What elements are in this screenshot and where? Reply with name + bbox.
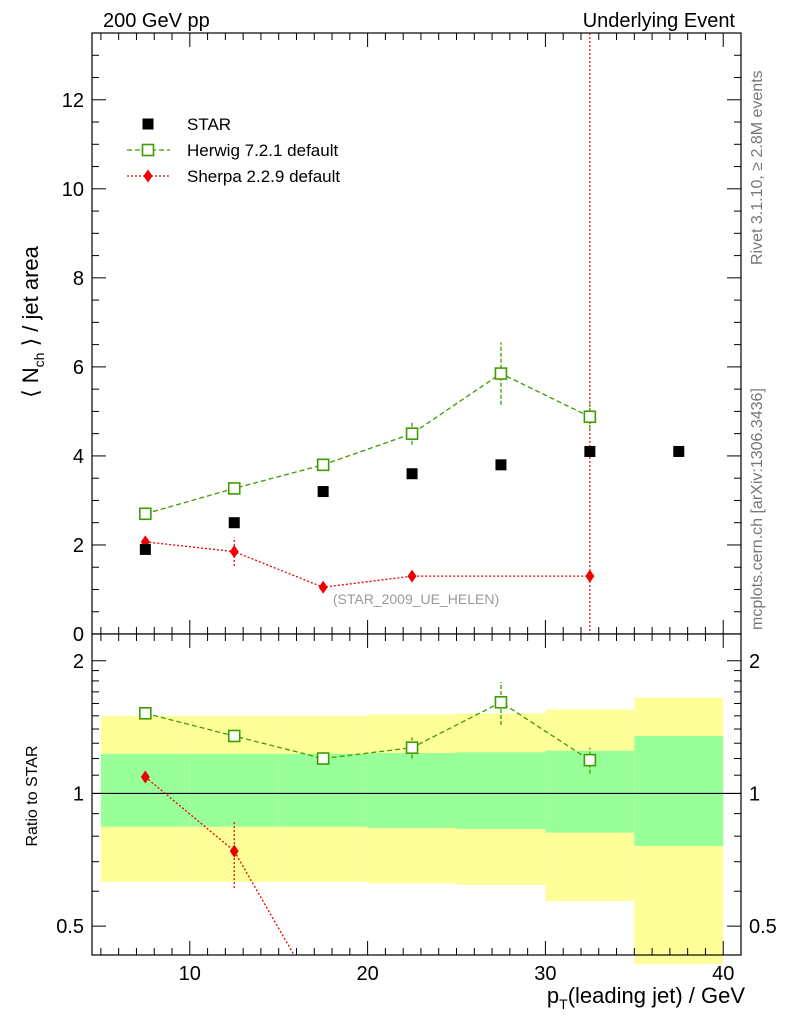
herwig-point xyxy=(227,482,241,495)
main-y-tick-label: 4 xyxy=(73,446,84,468)
herwig-point xyxy=(405,427,419,440)
main-y-tick-label: 6 xyxy=(73,357,84,379)
herwig-point xyxy=(316,458,330,472)
herwig-line xyxy=(145,372,591,515)
herwig-point xyxy=(139,507,152,521)
header-left-label: 200 GeV pp xyxy=(103,10,210,32)
ratio-inner-band xyxy=(100,753,190,827)
herwig-point xyxy=(494,367,508,380)
ratio-herwig-point xyxy=(405,741,419,754)
ratio-plot-area xyxy=(92,634,741,965)
herwig-point xyxy=(583,410,597,424)
legend-herwig-marker xyxy=(141,143,155,157)
ratio-y-tick-label-left: 2 xyxy=(73,651,84,673)
main-frame-background xyxy=(92,33,741,634)
sherpa-point xyxy=(407,569,417,583)
ratio-y-tick-label-right: 0.5 xyxy=(749,916,777,938)
rivet-label: Rivet 3.1.10, ≥ 2.8M events xyxy=(749,70,766,265)
legend-sherpa-marker xyxy=(143,169,153,183)
ratio-x-tick-label: 10 xyxy=(179,963,201,985)
ratio-inner-band xyxy=(367,753,457,828)
ratio-herwig-point xyxy=(139,706,152,720)
star-point xyxy=(495,459,507,471)
ratio-x-tick-label: 30 xyxy=(534,963,556,985)
ratio-x-tick-label: 20 xyxy=(356,963,378,985)
ratio-inner-band xyxy=(189,753,279,827)
header-right-label: Underlying Event xyxy=(583,10,736,32)
ratio-inner-band xyxy=(634,735,724,846)
main-y-axis-label: ⟨ Nch ⟩ / jet area xyxy=(18,245,47,398)
ratio-herwig-point xyxy=(227,729,241,743)
ratio-axes: 10 20 30 40 0.5 0.5 1 1 2 2 xyxy=(56,633,777,985)
ratio-sherpa-point xyxy=(229,844,239,858)
sherpa-point xyxy=(229,545,239,559)
legend-entry-label: STAR xyxy=(187,115,231,134)
main-y-tick-label: 10 xyxy=(62,179,84,201)
star-point xyxy=(406,468,418,480)
star-point xyxy=(584,445,596,457)
ratio-inner-band xyxy=(278,753,368,827)
ratio-herwig-line xyxy=(145,701,591,761)
mcplots-label: mcplots.cern.ch [arXiv:1306.3436] xyxy=(749,388,766,630)
legend-entry-label: Sherpa 2.2.9 default xyxy=(187,167,340,186)
ratio-x-tick-label: 40 xyxy=(712,963,734,985)
main-y-tick-label: 0 xyxy=(73,624,84,646)
star-point xyxy=(673,445,685,457)
ratio-frame xyxy=(91,633,742,956)
ratio-sherpa-point xyxy=(408,983,417,996)
star-point xyxy=(139,543,151,555)
ratio-y-tick-label-right: 2 xyxy=(749,651,760,673)
main-y-tick-label: 8 xyxy=(73,268,84,290)
star-point xyxy=(317,486,329,498)
sherpa-point xyxy=(585,569,595,583)
legend-star-marker xyxy=(142,118,154,130)
ratio-herwig-point xyxy=(494,695,508,709)
main-plot-area xyxy=(92,33,741,634)
ratio-y-axis-label: Ratio to STAR xyxy=(24,745,41,846)
ratio-sherpa-point xyxy=(319,999,328,1012)
ratio-y-tick-label-left: 0.5 xyxy=(56,916,84,938)
ratio-inner-band xyxy=(456,752,546,830)
ratio-y-tick-label-right: 1 xyxy=(749,783,760,805)
x-axis-label: pT(leading jet) / GeV xyxy=(547,983,745,1012)
ratio-herwig-point xyxy=(583,753,597,767)
main-y-tick-label: 12 xyxy=(62,90,84,112)
star-point xyxy=(228,517,240,529)
legend-entry-label: Herwig 7.2.1 default xyxy=(187,141,338,160)
main-y-tick-label: 2 xyxy=(73,535,84,557)
analysis-annotation: (STAR_2009_UE_HELEN) xyxy=(333,591,499,607)
legend: STAR Herwig 7.2.1 default Sherpa 2.2.9 def… xyxy=(127,115,340,186)
ratio-sherpa-point xyxy=(140,770,150,784)
ratio-herwig-point xyxy=(316,752,330,765)
ratio-data-marks xyxy=(139,681,597,1012)
ratio-sherpa-line xyxy=(144,776,295,955)
sherpa-point xyxy=(318,580,328,594)
ratio-y-tick-label-left: 1 xyxy=(73,783,84,805)
